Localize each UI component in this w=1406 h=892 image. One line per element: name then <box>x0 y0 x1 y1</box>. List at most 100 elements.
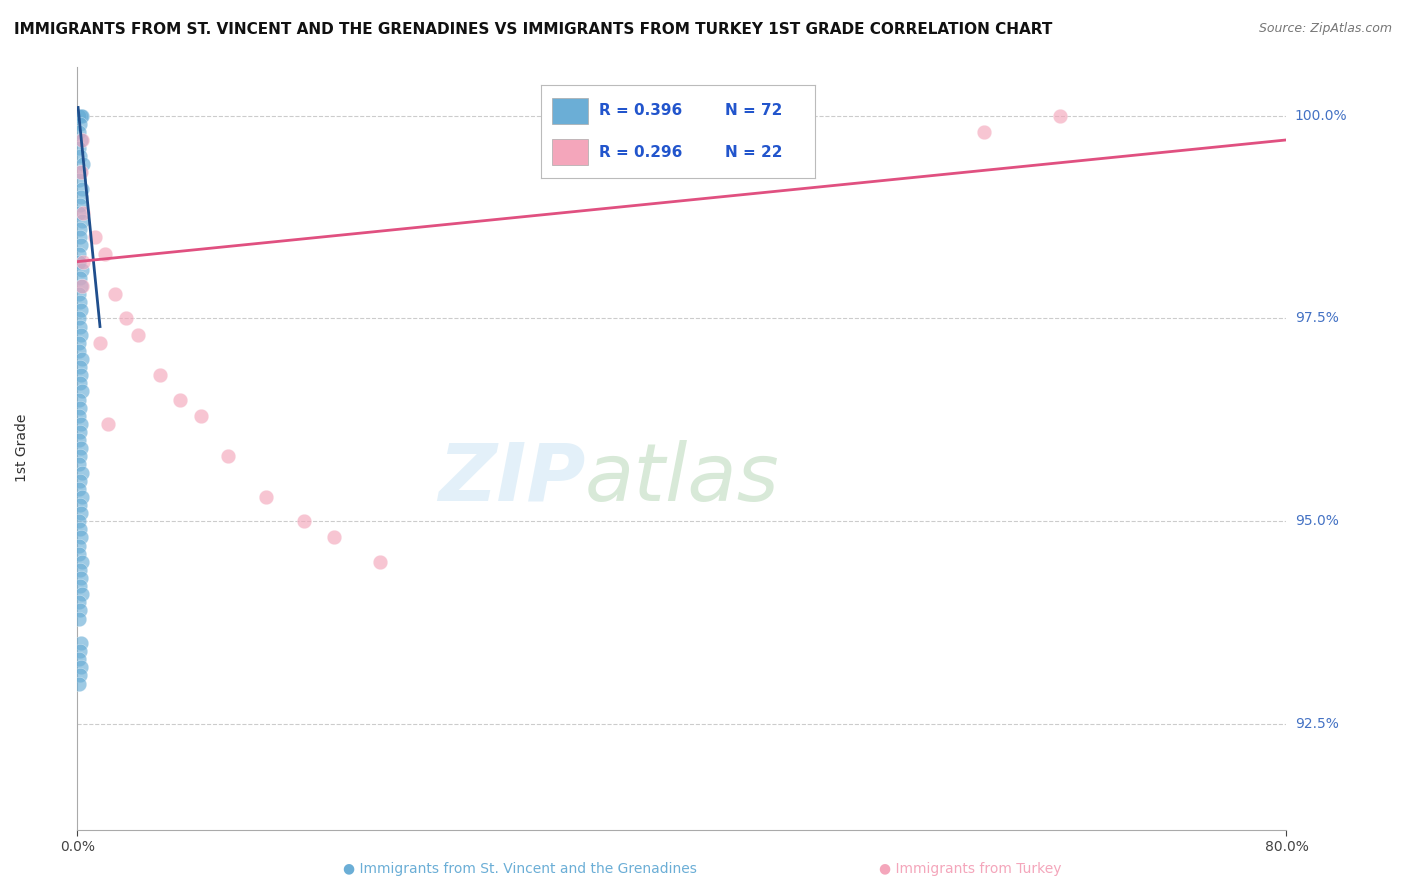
Point <box>69 668 91 682</box>
Point <box>69 392 91 407</box>
Point <box>69 506 91 520</box>
Point <box>69 425 91 439</box>
Point <box>70 417 93 431</box>
Point <box>67 514 90 528</box>
Point <box>69 522 91 536</box>
Point <box>70 133 93 147</box>
Text: N = 22: N = 22 <box>725 145 783 160</box>
Point <box>69 311 91 326</box>
Point <box>67 652 90 666</box>
Point <box>70 238 93 252</box>
Point <box>69 571 91 585</box>
Point <box>69 295 91 310</box>
Point <box>84 230 107 244</box>
Point <box>72 254 94 268</box>
Point <box>70 636 93 650</box>
Point <box>67 335 90 350</box>
Point <box>149 368 172 383</box>
Text: 97.5%: 97.5% <box>1295 311 1339 326</box>
Point <box>70 303 93 318</box>
Point <box>69 603 91 617</box>
Point <box>67 612 90 626</box>
Point <box>70 214 93 228</box>
Point <box>70 165 93 179</box>
Point <box>69 450 91 464</box>
Point <box>67 343 90 358</box>
Point <box>69 376 91 391</box>
Point <box>67 287 90 301</box>
Point <box>69 173 91 187</box>
Point <box>67 433 90 447</box>
Point <box>70 490 93 504</box>
Text: ZIP: ZIP <box>437 440 585 517</box>
Point <box>67 458 90 472</box>
Text: 100.0%: 100.0% <box>1295 109 1347 122</box>
Text: ● Immigrants from St. Vincent and the Grenadines: ● Immigrants from St. Vincent and the Gr… <box>343 862 697 876</box>
Point <box>69 190 91 204</box>
Point <box>67 109 90 123</box>
Point <box>69 109 91 123</box>
Text: R = 0.396: R = 0.396 <box>599 103 682 119</box>
Point <box>67 547 90 561</box>
Point <box>70 587 93 601</box>
Point <box>69 595 91 609</box>
Point <box>70 133 93 147</box>
Point <box>70 262 93 277</box>
Point <box>70 531 93 545</box>
Y-axis label: 1st Grade: 1st Grade <box>14 414 28 483</box>
Point <box>69 401 91 415</box>
Point <box>368 555 391 569</box>
Point <box>70 384 93 399</box>
Point <box>69 279 91 293</box>
Point <box>96 417 118 431</box>
Point <box>72 206 94 220</box>
Point <box>69 230 91 244</box>
Point <box>69 165 91 179</box>
Point <box>69 368 91 383</box>
Bar <box>553 139 588 165</box>
Point <box>169 392 191 407</box>
Point <box>114 311 136 326</box>
Point <box>973 125 995 139</box>
Text: R = 0.296: R = 0.296 <box>599 145 682 160</box>
Point <box>69 117 91 131</box>
Text: IMMIGRANTS FROM ST. VINCENT AND THE GRENADINES VS IMMIGRANTS FROM TURKEY 1ST GRA: IMMIGRANTS FROM ST. VINCENT AND THE GREN… <box>14 22 1053 37</box>
Point <box>67 206 90 220</box>
Point <box>69 563 91 577</box>
Point <box>69 644 91 658</box>
Text: atlas: atlas <box>585 440 780 517</box>
Point <box>67 246 90 260</box>
Text: N = 72: N = 72 <box>725 103 782 119</box>
Point <box>69 109 91 123</box>
Point <box>70 181 93 195</box>
Point <box>69 441 91 455</box>
Point <box>254 490 277 504</box>
Point <box>70 555 93 569</box>
Point <box>69 222 91 236</box>
Point <box>70 327 93 342</box>
Text: 92.5%: 92.5% <box>1295 717 1339 731</box>
Point <box>67 125 90 139</box>
Point <box>69 474 91 488</box>
Point <box>93 246 115 260</box>
Point <box>69 360 91 375</box>
Point <box>67 409 90 423</box>
Point <box>69 198 91 212</box>
Point <box>89 335 111 350</box>
Point <box>292 514 315 528</box>
Point <box>70 109 93 123</box>
Text: ● Immigrants from Turkey: ● Immigrants from Turkey <box>879 862 1062 876</box>
Point <box>67 676 90 690</box>
Point <box>69 149 91 163</box>
Point <box>70 466 93 480</box>
Point <box>72 157 94 171</box>
Text: 95.0%: 95.0% <box>1295 515 1339 528</box>
Point <box>323 531 346 545</box>
Point <box>69 498 91 512</box>
Point <box>67 141 90 155</box>
Point <box>69 579 91 593</box>
Point <box>69 319 91 334</box>
Text: Source: ZipAtlas.com: Source: ZipAtlas.com <box>1258 22 1392 36</box>
Point <box>70 279 93 293</box>
Point <box>69 482 91 496</box>
